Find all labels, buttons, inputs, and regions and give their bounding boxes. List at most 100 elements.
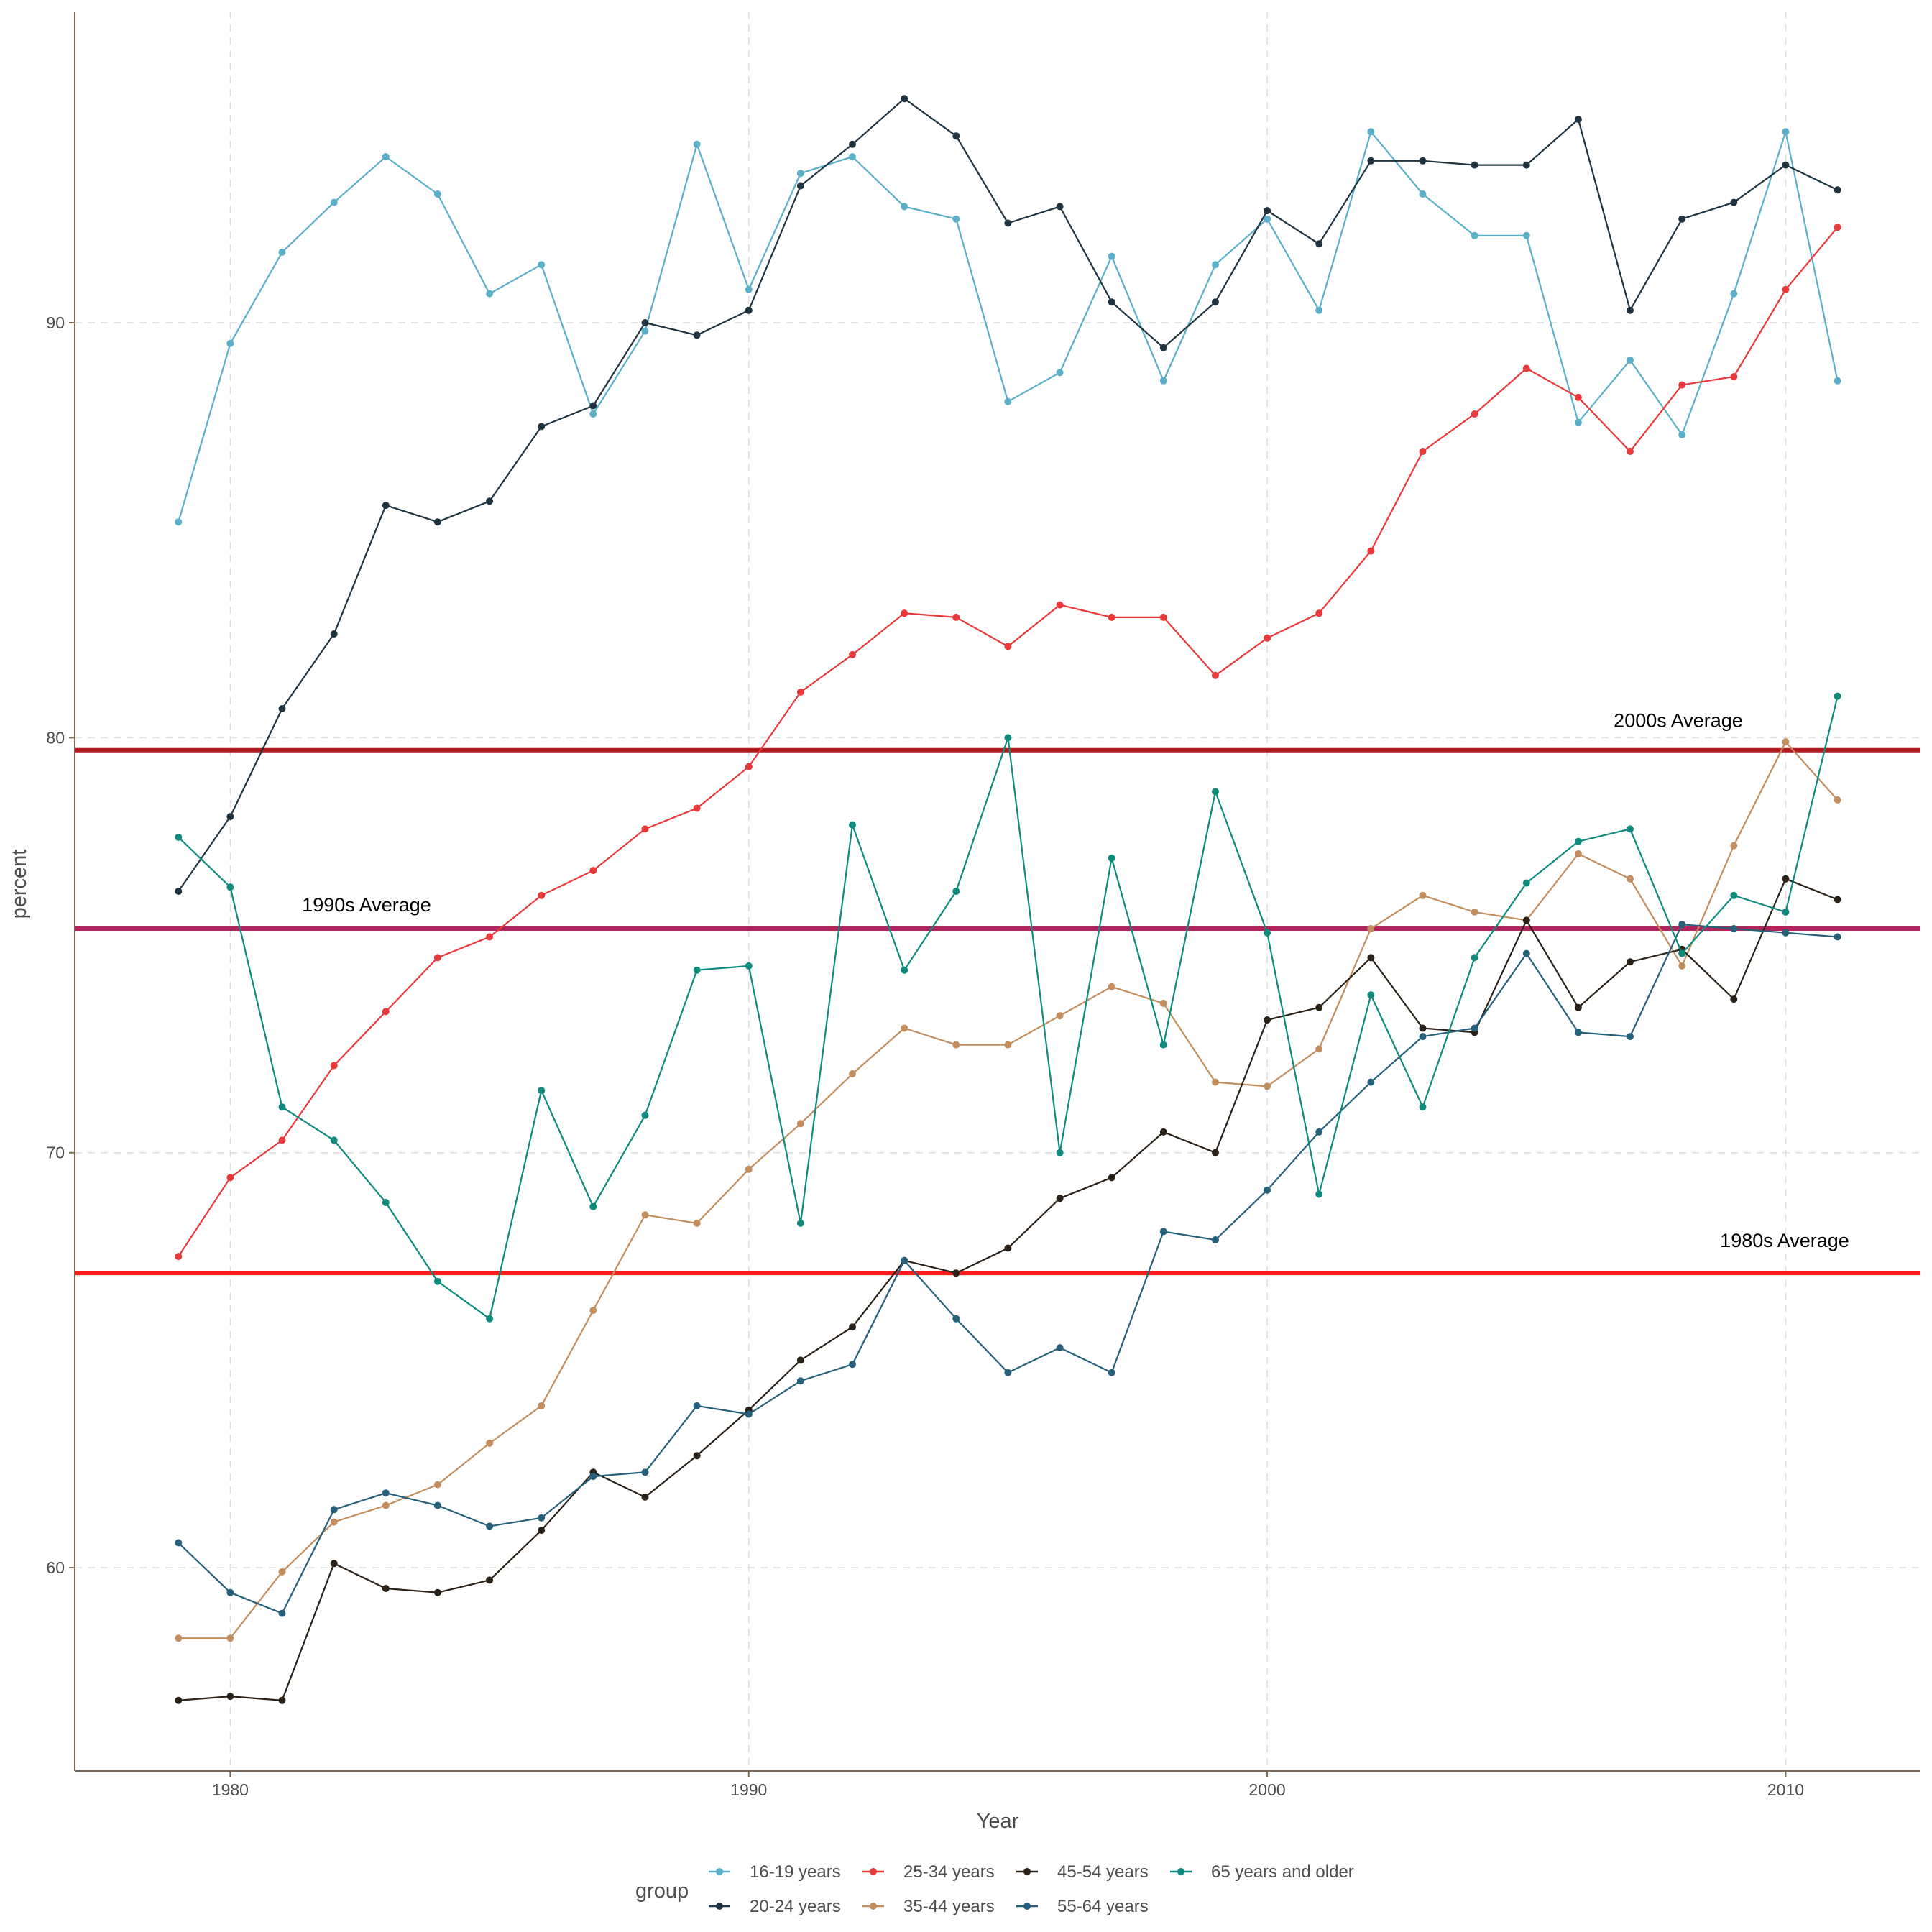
legend-label: 25-34 years — [903, 1862, 995, 1882]
data-point — [901, 610, 908, 617]
data-point — [796, 1356, 804, 1364]
data-point — [849, 140, 856, 148]
data-point — [433, 954, 441, 962]
data-point — [796, 1219, 804, 1227]
data-point — [641, 1493, 649, 1501]
data-point — [538, 261, 546, 269]
data-point — [1212, 261, 1219, 269]
data-point — [901, 1256, 908, 1264]
data-point — [1627, 875, 1634, 883]
data-point — [796, 1120, 804, 1128]
series-layer — [175, 95, 1841, 1704]
data-point — [1367, 1078, 1375, 1086]
data-point — [1782, 875, 1790, 883]
data-point — [693, 804, 701, 812]
data-point — [175, 1634, 183, 1642]
reference-annotations: 2000s Average 1990s Average 1980s Average — [302, 710, 1849, 1251]
data-point — [175, 518, 183, 526]
series-group — [175, 875, 1841, 1704]
data-point — [1264, 215, 1271, 223]
data-point — [952, 1041, 960, 1049]
data-point — [1678, 215, 1686, 223]
data-point — [589, 867, 597, 875]
data-point — [1782, 738, 1790, 746]
data-point — [1574, 418, 1582, 426]
data-point — [1834, 896, 1841, 903]
data-point — [1730, 290, 1738, 298]
data-point — [1678, 962, 1686, 970]
data-point — [1159, 344, 1167, 351]
legend-key-point — [1177, 1868, 1184, 1875]
data-point — [1159, 1228, 1167, 1236]
data-point — [641, 1111, 649, 1119]
data-point — [1471, 161, 1478, 169]
data-point — [745, 763, 753, 770]
data-point — [1834, 377, 1841, 385]
data-point — [1834, 224, 1841, 231]
data-point — [1264, 929, 1271, 937]
legend-item: 45-54 years — [1016, 1862, 1149, 1882]
x-tick-label: 2000 — [1249, 1780, 1286, 1799]
legend-item: 16-19 years — [709, 1862, 841, 1882]
data-point — [1212, 1149, 1219, 1156]
data-point — [1108, 298, 1116, 306]
data-point — [1004, 1041, 1012, 1049]
data-point — [901, 966, 908, 974]
legend-key-point — [716, 1868, 723, 1875]
data-point — [693, 331, 701, 339]
data-point — [1159, 613, 1167, 621]
legend-item: 55-64 years — [1016, 1897, 1149, 1916]
data-point — [278, 705, 286, 712]
data-point — [278, 1609, 286, 1617]
data-point — [1004, 1368, 1012, 1376]
data-point — [796, 182, 804, 190]
data-point — [382, 502, 390, 510]
legend-label: 45-54 years — [1057, 1862, 1149, 1882]
data-point — [1159, 1041, 1167, 1049]
data-point — [1264, 207, 1271, 215]
data-point — [693, 966, 701, 974]
data-point — [226, 1693, 234, 1701]
data-point — [901, 203, 908, 211]
legend-key-point — [870, 1868, 877, 1875]
data-point — [1004, 397, 1012, 405]
data-point — [1212, 298, 1219, 306]
reference-line-label: 1980s Average — [1720, 1230, 1849, 1251]
data-point — [1419, 448, 1427, 455]
data-point — [849, 153, 856, 161]
data-point — [1004, 1244, 1012, 1252]
data-point — [1574, 1003, 1582, 1011]
data-point — [330, 1518, 338, 1526]
legend-key-point — [870, 1903, 877, 1910]
series-group — [175, 692, 1841, 1322]
data-point — [1782, 929, 1790, 937]
data-point — [1419, 1024, 1427, 1032]
data-point — [745, 285, 753, 293]
y-tick-label: 60 — [46, 1558, 65, 1577]
data-point — [1108, 613, 1116, 621]
data-point — [278, 1696, 286, 1704]
data-point — [745, 962, 753, 970]
data-point — [433, 1588, 441, 1596]
data-point — [330, 198, 338, 206]
data-point — [330, 630, 338, 638]
data-point — [1522, 949, 1530, 957]
data-point — [1419, 157, 1427, 165]
data-point — [849, 1070, 856, 1077]
data-point — [1315, 1003, 1323, 1011]
data-point — [1315, 1045, 1323, 1053]
legend-key-point — [1024, 1868, 1031, 1875]
legend-label: 20-24 years — [750, 1897, 841, 1916]
data-point — [1730, 842, 1738, 850]
data-point — [1678, 431, 1686, 438]
legend-label: 16-19 years — [750, 1862, 841, 1882]
tick-labels: 1980 1990 2000 2010 60 70 80 90 — [46, 313, 1804, 1799]
data-point — [693, 140, 701, 148]
data-point — [952, 1315, 960, 1322]
data-point — [1056, 203, 1064, 211]
data-point — [538, 891, 546, 899]
data-point — [589, 402, 597, 410]
series-group — [175, 95, 1841, 895]
data-point — [1108, 252, 1116, 260]
